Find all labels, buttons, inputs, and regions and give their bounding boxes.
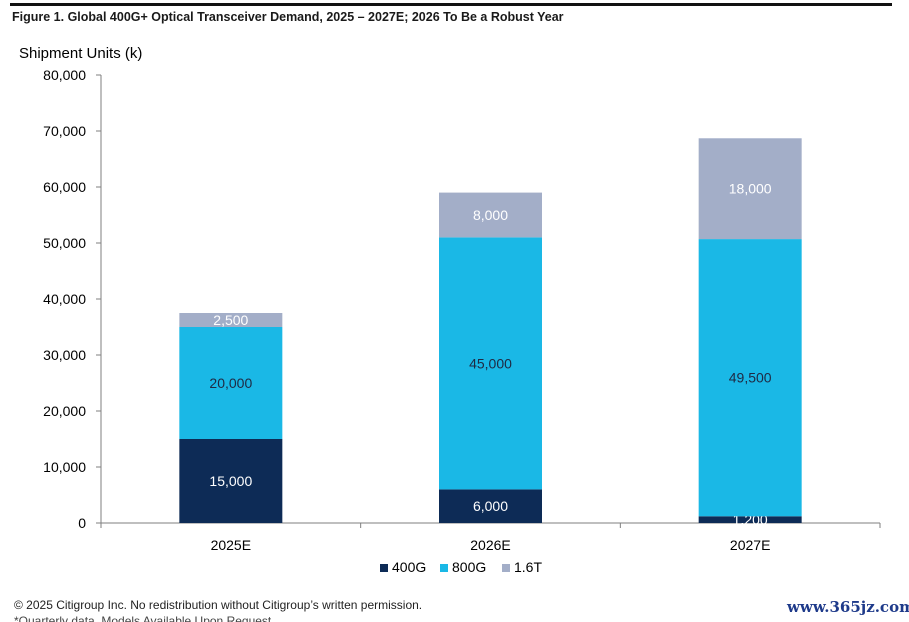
- bar-segment-16t-2027e: [698, 138, 802, 240]
- y-tick-label: 20,000: [43, 403, 86, 419]
- x-tick-label: 2027E: [730, 537, 770, 553]
- footer-note: *Quarterly data. Models Available Upon R…: [14, 614, 272, 622]
- stacked-bar-chart: Shipment Units (k) 0 10,000 20,000 30,000 40,…: [19, 45, 881, 575]
- watermark: www.365jz.com: [787, 598, 909, 616]
- y-axis-title: Shipment Units (k): [19, 45, 142, 62]
- x-tick-label: 2026E: [470, 537, 510, 553]
- legend-swatch-16t: [502, 564, 510, 572]
- copyright-footer: © 2025 Citigroup Inc. No redistribution …: [14, 598, 423, 612]
- x-tick-label: 2025E: [211, 537, 251, 553]
- y-tick-label: 50,000: [43, 235, 86, 251]
- y-tick-label: 30,000: [43, 347, 86, 363]
- data-label-800g-2027e: 49,500: [729, 370, 772, 386]
- legend-label-800g: 800G: [452, 559, 486, 575]
- data-label-16t-2027e: 18,000: [729, 181, 772, 197]
- legend-swatch-400g: [380, 564, 388, 572]
- y-tick-label: 10,000: [43, 459, 86, 475]
- bar-segment-800g-2025e: [179, 327, 283, 439]
- bar-segment-400g-2026e: [439, 489, 542, 523]
- top-rule: [10, 3, 892, 6]
- data-label-800g-2025e: 20,000: [209, 375, 252, 391]
- y-tick-label: 80,000: [43, 67, 86, 83]
- bar-segment-800g-2026e: [439, 237, 542, 490]
- figure-title: Figure 1. Global 400G+ Optical Transceiv…: [12, 10, 564, 24]
- data-label-16t-2026e: 8,000: [473, 207, 508, 223]
- bar-segment-400g-2027e: [698, 516, 802, 523]
- bar-segment-16t-2025e: [179, 313, 283, 327]
- data-label-16t-2025e: 2,500: [213, 312, 248, 328]
- y-tick-label: 40,000: [43, 291, 86, 307]
- legend-label-16t: 1.6T: [514, 559, 542, 575]
- bar-segment-16t-2026e: [439, 192, 542, 238]
- legend-swatch-800g: [440, 564, 448, 572]
- y-tick-label: 60,000: [43, 179, 86, 195]
- bar-segment-400g-2025e: [179, 439, 283, 523]
- data-label-400g-2025e: 15,000: [209, 473, 252, 489]
- legend-label-400g: 400G: [392, 559, 426, 575]
- bar-segment-800g-2027e: [698, 239, 802, 517]
- data-label-400g-2026e: 6,000: [473, 498, 508, 514]
- y-tick-label: 70,000: [43, 123, 86, 139]
- y-tick-label: 0: [78, 515, 86, 531]
- data-label-800g-2026e: 45,000: [469, 355, 512, 371]
